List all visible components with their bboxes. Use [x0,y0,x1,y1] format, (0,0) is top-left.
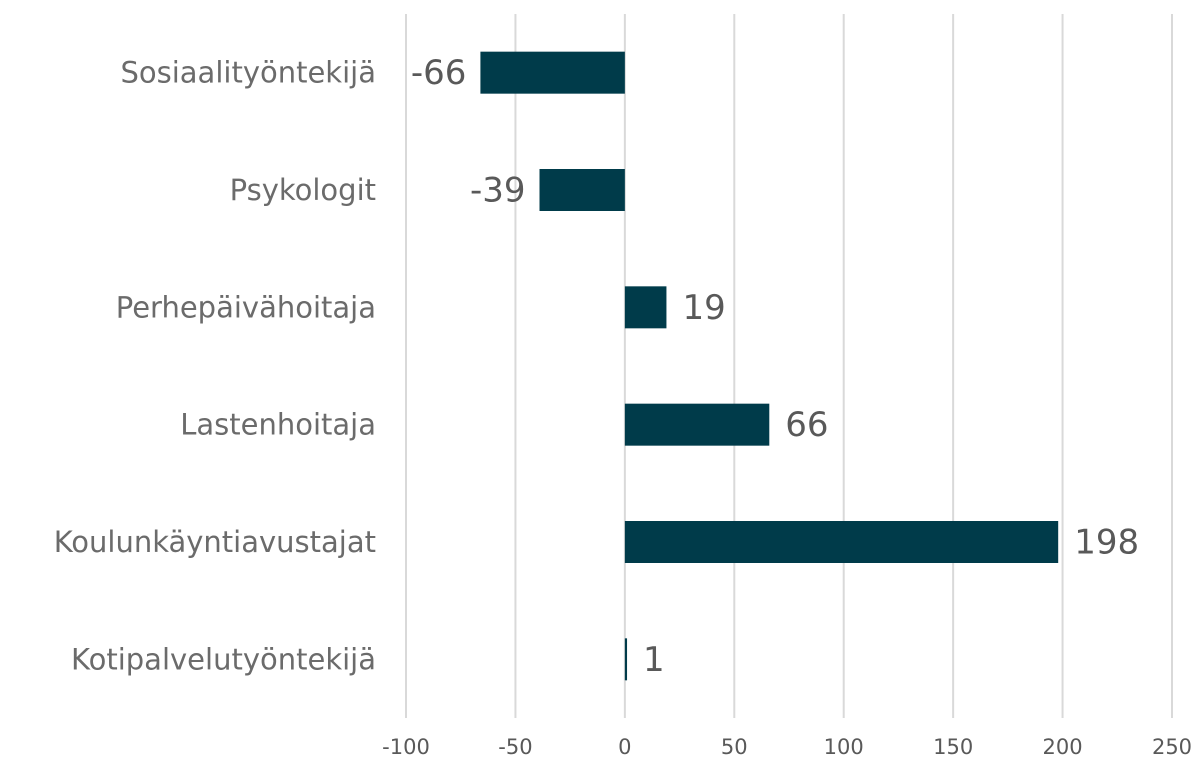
bar [624,403,770,446]
x-tick-label: -50 [498,735,532,759]
x-tick-label: -100 [382,735,430,759]
data-label: 19 [682,288,725,328]
x-tick-label: 100 [824,735,864,759]
y-tick-label: Sosiaalityöntekijä [120,56,376,90]
x-tick-label: 50 [721,735,748,759]
y-tick-label: Koulunkäyntiavustajat [54,525,376,559]
data-label: 1 [643,640,665,680]
bar [480,51,625,94]
bar [624,521,1059,563]
bar [624,286,667,329]
x-tick-label: 250 [1152,735,1192,759]
bar [624,638,628,681]
y-tick-label: Psykologit [230,173,376,207]
x-tick-label: 150 [933,735,973,759]
y-tick-label: Lastenhoitaja [180,408,376,442]
x-tick-label: 0 [618,735,631,759]
data-label: -66 [411,53,467,93]
data-label: -39 [470,171,526,211]
data-label: 66 [785,405,828,445]
y-tick-label: Perhepäivähoitaja [116,290,376,324]
y-tick-label: Kotipalvelutyöntekijä [71,642,376,676]
data-label: 198 [1074,523,1139,563]
bar [539,169,625,211]
x-tick-label: 200 [1043,735,1083,759]
